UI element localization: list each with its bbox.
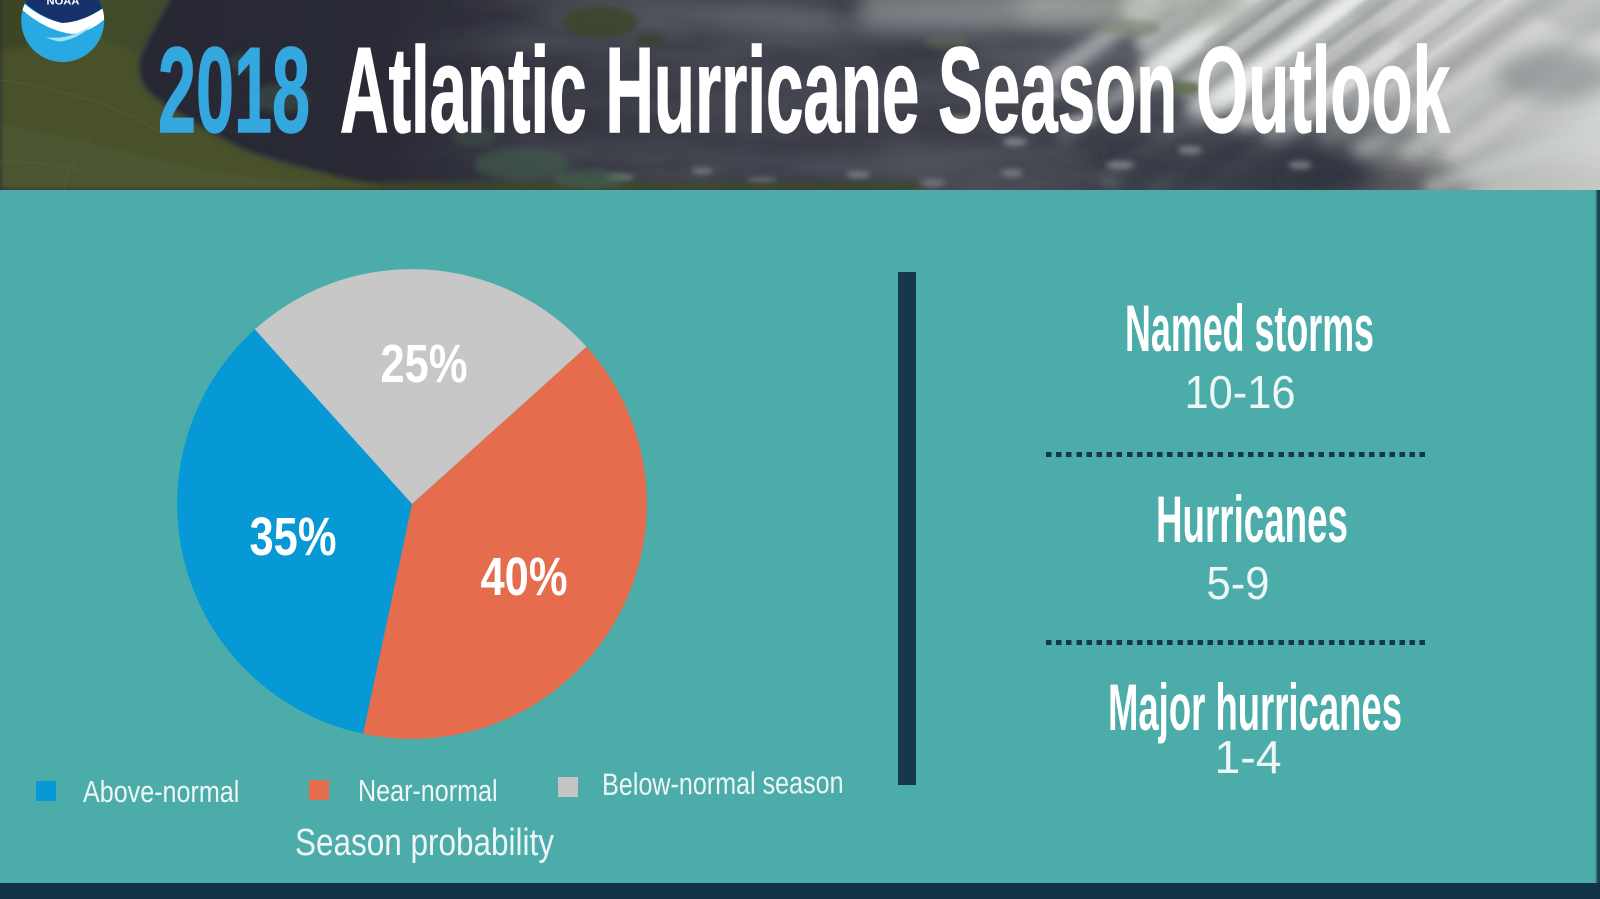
svg-text:10-16: 10-16 xyxy=(1185,366,1296,418)
svg-text:Major hurricanes: Major hurricanes xyxy=(1108,670,1402,744)
svg-text:40%: 40% xyxy=(481,547,568,607)
svg-text:Hurricanes: Hurricanes xyxy=(1156,482,1348,556)
svg-text:Named storms: Named storms xyxy=(1125,291,1374,365)
svg-text:1-4: 1-4 xyxy=(1215,731,1282,783)
svg-text:35%: 35% xyxy=(250,507,337,567)
svg-text:Atlantic Hurricane Season Outl: Atlantic Hurricane Season Outlook xyxy=(340,22,1450,158)
svg-text:5-9: 5-9 xyxy=(1207,557,1270,609)
svg-text:NOAA: NOAA xyxy=(47,0,80,8)
svg-text:25%: 25% xyxy=(381,334,468,394)
svg-text:2018: 2018 xyxy=(158,22,310,158)
